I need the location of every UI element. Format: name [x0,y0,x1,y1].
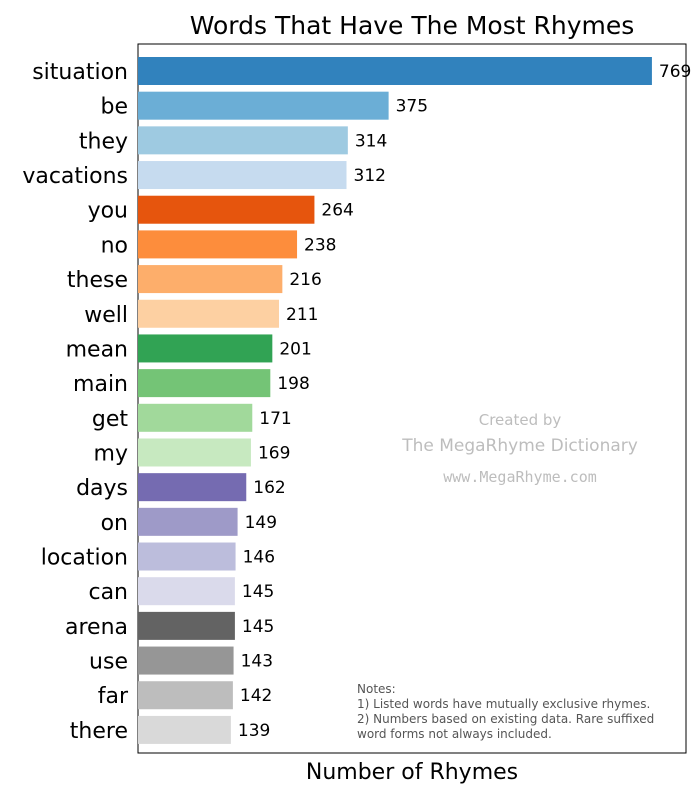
notes-box: Notes: 1) Listed words have mutually exc… [357,682,654,742]
y-tick-label-location: location [41,546,128,571]
data-label-on: 149 [245,513,277,533]
data-label-use: 143 [241,652,273,672]
data-label-days: 162 [253,478,285,498]
y-tick-label-these: these [67,268,128,293]
data-label-these: 216 [289,270,321,290]
y-tick-label-on: on [101,511,128,536]
notes-line-3: word forms not always included. [357,727,552,741]
data-label-main: 198 [277,374,309,394]
y-tick-label-vacations: vacations [22,164,128,189]
x-axis-label: Number of Rhymes [306,760,518,785]
data-label-you: 264 [321,201,353,221]
bar-well [138,299,280,328]
bar-my [138,438,251,467]
y-tick-label-can: can [88,580,128,605]
bar-mean [138,334,273,363]
data-label-location: 146 [243,548,275,568]
bar-be [138,91,389,120]
watermark-created-by: Created by [478,411,562,429]
bar-can [138,577,235,606]
bar-there [138,715,231,744]
bar-use [138,646,234,675]
y-tick-label-they: they [79,129,128,154]
y-tick-label-you: you [88,199,128,224]
y-tick-label-far: far [98,684,129,709]
data-label-no: 238 [304,235,336,255]
chart-title: Words That Have The Most Rhymes [190,11,635,40]
y-tick-label-there: there [70,719,128,744]
bar-on [138,507,238,536]
watermark-dictionary-name: The MegaRhyme Dictionary [402,436,638,456]
bar-main [138,369,271,398]
watermark-url: www.MegaRhyme.com [443,468,597,486]
bar-these [138,265,283,294]
y-tick-label-no: no [101,233,128,258]
y-tick-label-use: use [89,650,128,675]
bar-situation [138,57,652,85]
y-tick-label-main: main [73,372,128,397]
bar-days [138,473,247,502]
bar-location [138,542,236,571]
y-tick-label-my: my [94,441,128,466]
data-label-well: 211 [286,305,318,325]
data-label-get: 171 [259,409,291,429]
y-tick-label-days: days [76,476,128,501]
bars-group: situation 769 be 375 they 314 vacations 312 you 2… [22,57,691,744]
plot-area [137,43,687,754]
data-label-situation: 769 [659,62,691,82]
data-label-mean: 201 [279,339,311,359]
bar-arena [138,611,235,640]
data-label-vacations: 312 [354,166,386,186]
bar-no [138,230,298,259]
notes-heading: Notes: [357,682,396,696]
data-label-my: 169 [258,443,290,463]
bar-far [138,681,233,710]
bar-they [138,126,348,155]
notes-line-1: 1) Listed words have mutually exclusive … [357,697,651,711]
data-label-arena: 145 [242,617,274,637]
y-tick-label-well: well [84,303,128,328]
data-label-can: 145 [242,582,274,602]
y-tick-label-be: be [101,95,129,120]
data-label-far: 142 [240,686,272,706]
y-tick-label-situation: situation [32,60,128,85]
data-label-there: 139 [238,721,270,741]
y-tick-label-arena: arena [65,615,128,640]
bar-you [138,195,315,224]
notes-line-2: 2) Numbers based on existing data. Rare … [357,712,655,726]
y-tick-label-mean: mean [66,337,128,362]
data-label-be: 375 [396,97,428,117]
data-label-they: 314 [355,131,387,151]
bar-get [138,403,253,432]
bar-vacations [138,161,347,190]
y-tick-label-get: get [92,407,129,432]
